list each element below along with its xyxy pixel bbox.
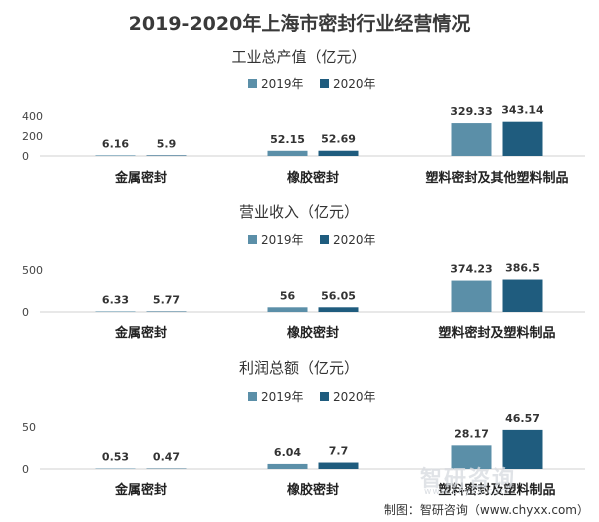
bar — [451, 445, 492, 469]
bar — [146, 155, 187, 156]
chart-title: 工业总产值（亿元） — [231, 48, 366, 66]
category-label: 塑料密封及塑料制品 — [438, 325, 555, 341]
data-label: 6.16 — [102, 137, 129, 150]
data-label: 52.15 — [270, 133, 305, 146]
bar — [267, 150, 308, 156]
legend-swatch — [320, 79, 329, 88]
y-tick-label: 500 — [22, 264, 43, 277]
data-label: 0.53 — [102, 451, 129, 464]
source-footer: 制图：智研咨询（www.chyxx.com） — [383, 503, 589, 517]
data-label: 6.33 — [102, 293, 129, 306]
data-label: 52.69 — [321, 133, 356, 146]
bar — [95, 155, 136, 156]
bar — [451, 123, 492, 156]
category-label: 金属密封 — [114, 170, 167, 186]
legend-swatch — [248, 79, 257, 88]
watermark-logo: 智研咨询 — [420, 467, 517, 492]
data-label: 56 — [280, 289, 296, 302]
bar — [267, 463, 308, 469]
data-label: 5.9 — [157, 137, 177, 150]
legend-label: 2020年 — [333, 390, 376, 404]
y-tick-label: 0 — [22, 463, 29, 476]
legend-label: 2020年 — [333, 233, 376, 247]
bar — [318, 307, 359, 312]
category-label: 橡胶密封 — [287, 325, 339, 341]
y-tick-label: 200 — [22, 130, 43, 143]
category-label: 塑料密封及塑料制品 — [438, 482, 555, 498]
data-label: 386.5 — [505, 262, 540, 275]
data-label: 56.05 — [321, 289, 356, 302]
watermark-url: www.chyxx.com — [424, 487, 510, 497]
data-label: 5.77 — [153, 294, 180, 307]
category-label: 橡胶密封 — [287, 170, 339, 186]
bar — [95, 311, 136, 312]
bar — [318, 150, 359, 156]
legend-label: 2019年 — [261, 390, 304, 404]
chart-title: 利润总额（亿元） — [239, 359, 359, 377]
data-label: 343.14 — [501, 104, 544, 117]
data-label: 374.23 — [450, 263, 492, 276]
data-label: 6.04 — [274, 446, 301, 459]
data-label: 46.57 — [505, 412, 540, 425]
data-label: 0.47 — [153, 451, 180, 464]
bar — [451, 280, 492, 312]
bar — [502, 121, 543, 156]
data-label: 28.17 — [454, 427, 489, 440]
category-label: 塑料密封及其他塑料制品 — [425, 170, 568, 186]
bar — [267, 307, 308, 312]
y-tick-label: 400 — [22, 110, 43, 123]
legend-swatch — [248, 392, 257, 401]
legend-label: 2019年 — [261, 77, 304, 91]
chart-title: 营业收入（亿元） — [239, 203, 359, 221]
bar — [318, 462, 359, 469]
bar — [502, 279, 543, 312]
legend-swatch — [320, 235, 329, 244]
legend-swatch — [320, 392, 329, 401]
y-tick-label: 0 — [22, 306, 29, 319]
data-label: 7.7 — [329, 445, 349, 458]
legend-label: 2020年 — [333, 77, 376, 91]
y-tick-label: 0 — [22, 150, 29, 163]
bar — [502, 429, 543, 469]
category-label: 金属密封 — [114, 325, 167, 341]
category-label: 金属密封 — [114, 482, 167, 498]
data-label: 329.33 — [450, 105, 492, 118]
legend-label: 2019年 — [261, 233, 304, 247]
page-title: 2019-2020年上海市密封行业经营情况 — [128, 13, 471, 35]
category-label: 橡胶密封 — [287, 482, 339, 498]
legend-swatch — [248, 235, 257, 244]
y-tick-label: 50 — [22, 421, 36, 434]
